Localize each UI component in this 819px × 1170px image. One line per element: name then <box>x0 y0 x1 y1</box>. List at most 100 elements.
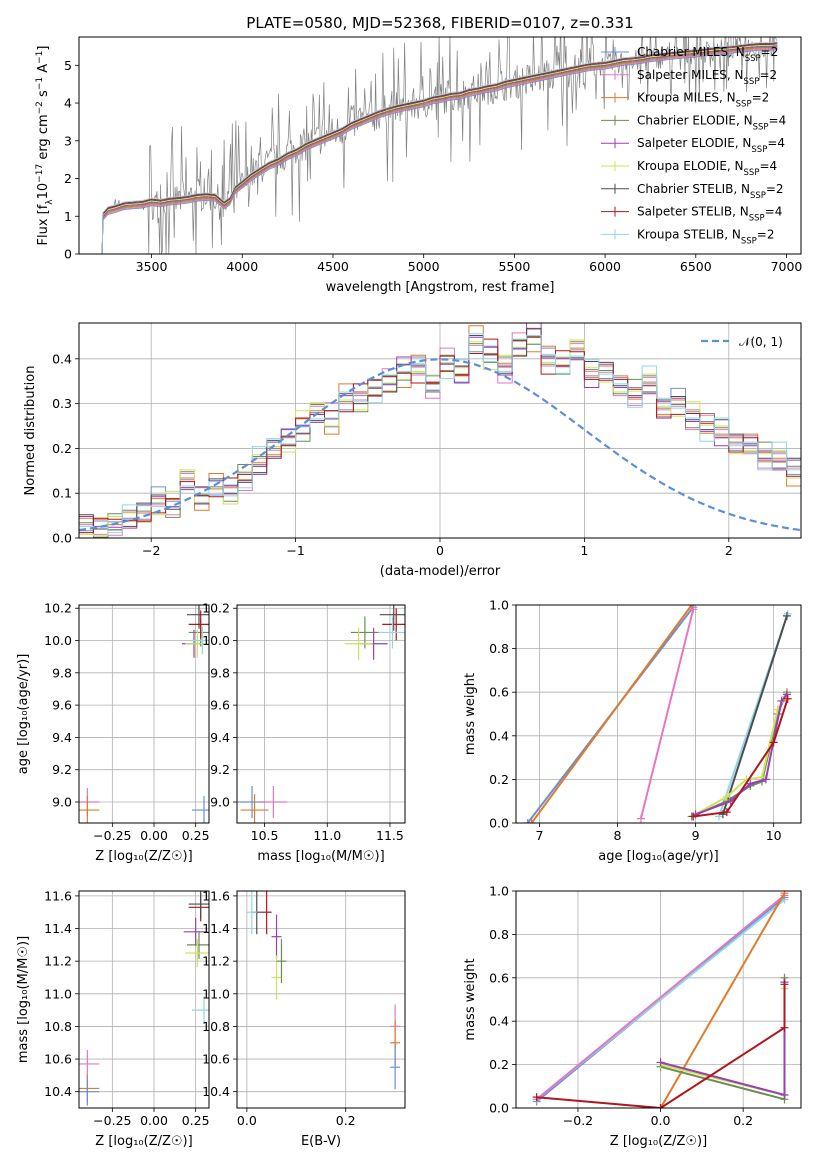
mass-weight-marker <box>782 690 791 699</box>
y-tick-label: 9.2 <box>210 762 230 777</box>
y-tick-label: 10.6 <box>202 1052 230 1067</box>
x-tick-label: 2 <box>725 543 733 558</box>
x-tick-label: 0.0 <box>237 1113 257 1128</box>
legend-label: 𝒩(0, 1) <box>739 335 783 349</box>
legend-label: Kroupa STELIB, NSSP=2 <box>637 227 775 246</box>
legend-subscript: SSP <box>744 168 760 178</box>
residual-histogram-step <box>79 328 801 536</box>
y-axis-label: mass weight <box>463 673 478 755</box>
mass-weight-marker <box>761 775 770 784</box>
mass-weight-line <box>721 615 788 815</box>
legend-nssp: =2 <box>761 45 779 59</box>
plot-area <box>79 891 209 1106</box>
legend-label: Chabrier ELODIE, NSSP=4 <box>637 113 786 132</box>
legend-subscript: SSP <box>736 100 752 110</box>
legend-subscript: SSP <box>753 122 769 132</box>
y-axis-label-part: λ <box>45 199 55 205</box>
legend-label: Salpeter STELIB, NSSP=4 <box>637 205 782 224</box>
model-spectrum-line <box>99 48 778 254</box>
y-axis-label: mass weight <box>463 958 478 1040</box>
mass-vs-metallicity-plot: −0.25 0.00 0.25 10.4 10.6 10.8 11.0 11.2 11.4 11.… <box>16 888 210 1149</box>
legend-nssp: =4 <box>759 159 777 173</box>
x-axis-label: Z [log₁₀(Z/Z☉)] <box>610 1134 707 1149</box>
x-axis-label: Z [log₁₀(Z/Z☉)] <box>95 849 192 864</box>
model-spectrum-line <box>99 42 778 254</box>
y-tick-label: 0.3 <box>52 396 72 411</box>
legend-subscript: SSP <box>745 54 761 64</box>
mass-weight-marker <box>656 1058 665 1067</box>
legend-label: Kroupa ELODIE, NSSP=4 <box>637 159 777 178</box>
y-axis-label-part: erg cm <box>36 114 51 163</box>
y-axis-label-part: ] <box>36 46 51 51</box>
mass-weight-line <box>536 894 786 1101</box>
y-tick-label: 10.6 <box>44 1052 72 1067</box>
legend-nssp: =4 <box>765 205 783 219</box>
y-axis-label: Normed distribution <box>23 366 38 496</box>
x-tick-label: 0.00 <box>140 1113 168 1128</box>
model-spectrum-line <box>99 43 778 254</box>
legend-subscript: SSP <box>744 77 760 87</box>
x-tick-label: 6000 <box>589 259 621 274</box>
mass-weight-marker <box>780 980 789 989</box>
plot-area <box>79 605 209 823</box>
plot-area <box>532 891 789 1108</box>
y-tick-label: 0.4 <box>489 1014 509 1029</box>
x-tick-label: 5500 <box>498 259 530 274</box>
x-tick-label: 8 <box>614 828 622 843</box>
y-tick-label: 11.2 <box>44 954 72 969</box>
mass-weight-marker <box>780 1090 789 1099</box>
y-tick-label: 10.2 <box>44 601 72 616</box>
x-tick-label: 11.0 <box>313 828 341 843</box>
y-tick-label: 10.4 <box>202 1084 230 1099</box>
mass-weight-marker <box>656 1104 665 1108</box>
mass-weight-marker <box>523 819 532 823</box>
mass-weight-marker <box>777 696 786 705</box>
y-tick-label: 0.0 <box>52 531 72 546</box>
y-tick-label: 0.4 <box>52 351 72 366</box>
residual-histogram-step <box>79 333 801 534</box>
x-tick-label: 4000 <box>226 259 258 274</box>
y-tick-label: 4 <box>64 96 72 111</box>
y-tick-label: 11.4 <box>44 921 72 936</box>
residual-histogram-step <box>79 339 801 536</box>
legend-nssp: =2 <box>752 91 770 105</box>
y-tick-label: 9.2 <box>52 762 72 777</box>
y-axis-label-part: A <box>36 64 51 77</box>
mass-weight-line <box>695 693 788 816</box>
axes-frame <box>236 890 406 1109</box>
mass-vs-ebv-plot: 0.0 0.2 10.4 10.6 10.8 11.0 11.2 11.4 11.6 E(B-V) <box>202 888 406 1149</box>
x-tick-label: −0.25 <box>93 828 131 843</box>
plot-area <box>523 605 792 823</box>
mass-weight-marker <box>722 792 731 801</box>
mass-weight-marker <box>782 611 791 620</box>
x-tick-label: 7 <box>535 828 543 843</box>
x-tick-label: 10 <box>766 828 782 843</box>
y-tick-label: 2 <box>64 171 72 186</box>
x-tick-label: 10.5 <box>251 828 279 843</box>
y-tick-label: 0.6 <box>489 970 509 985</box>
age-vs-mass-plot: 10.5 11.0 11.5 9.0 9.2 9.4 9.6 9.8 10.0 10.2 mass … <box>202 601 406 864</box>
mass-weight-line <box>659 892 786 1108</box>
y-tick-label: 11.6 <box>44 888 72 903</box>
x-tick-label: 4500 <box>317 259 349 274</box>
y-axis-label: mass [log₁₀(M/M☉)] <box>16 936 31 1063</box>
legend-subscript: SSP <box>750 191 766 201</box>
legend-nssp: =4 <box>767 136 785 150</box>
model-spectrum-line <box>99 49 778 254</box>
mass-weight-vs-age-plot: 7 8 9 10 0.0 0.2 0.4 0.6 0.8 1.0 age [log₁₀(age/yr… <box>463 598 802 864</box>
mass-weight-marker <box>689 812 698 821</box>
y-tick-label: 0.4 <box>489 728 509 743</box>
y-tick-label: 0.8 <box>489 927 509 942</box>
figure-title: PLATE=0580, MJD=52368, FIBERID=0107, z=0… <box>246 14 633 32</box>
model-spectrum-line <box>99 44 778 254</box>
y-axis-label-part: s <box>36 90 51 101</box>
x-tick-label: 7000 <box>771 259 803 274</box>
y-tick-label: 9.8 <box>210 665 230 680</box>
legend-label: Chabrier STELIB, NSSP=2 <box>637 182 784 201</box>
x-tick-label: −2 <box>142 543 160 558</box>
x-tick-label: 0 <box>436 543 444 558</box>
x-tick-label: 3500 <box>136 259 168 274</box>
y-tick-label: 10.2 <box>202 601 230 616</box>
y-tick-label: 1.0 <box>489 598 509 613</box>
normal-reference-curve <box>79 358 801 532</box>
